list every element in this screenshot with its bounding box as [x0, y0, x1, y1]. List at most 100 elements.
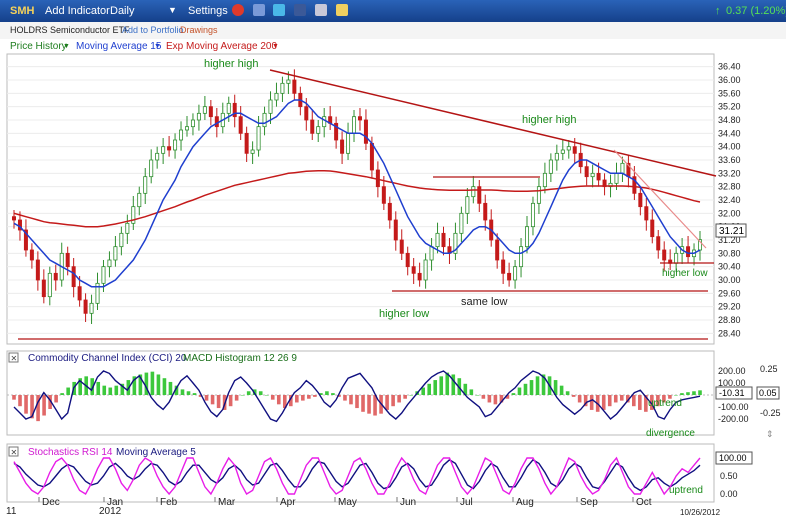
cci-title[interactable]: Commodity Channel Index (CCI) 20 [28, 353, 187, 364]
top-toolbar: SMH Add Indicator Daily ▼ Settings ↑ 0.3… [0, 0, 786, 22]
period-select[interactable]: Daily [110, 5, 135, 17]
downtrend-line[interactable] [269, 69, 717, 177]
macd-bar [433, 380, 438, 395]
rsi-title[interactable]: Stochastics RSI 14 [28, 447, 113, 458]
close-icon[interactable] [8, 446, 19, 457]
price-tick-label: 29.20 [718, 302, 741, 312]
macd-bar [295, 395, 299, 403]
macd-bar [583, 395, 588, 407]
macd-bar [246, 391, 251, 395]
candle-body [674, 252, 679, 264]
macd-bar [162, 378, 167, 395]
twitter-icon[interactable] [273, 4, 285, 16]
rsi-axis: 0.50 0.00 [720, 471, 738, 499]
candle-body [71, 266, 76, 288]
print-icon[interactable] [315, 4, 327, 16]
candle-body [149, 159, 154, 178]
macd-bar [144, 372, 149, 395]
price-tick-label: 33.20 [718, 168, 741, 178]
candle-body [584, 166, 589, 178]
candle-body [471, 186, 476, 198]
macd-bar [475, 395, 480, 396]
candle-body [316, 126, 321, 134]
short-downtrend-line[interactable] [613, 149, 707, 249]
candle-body [536, 186, 541, 204]
add-indicator-button[interactable]: Add Indicator [45, 5, 110, 17]
notes-icon[interactable] [253, 4, 265, 16]
candle-body [310, 119, 315, 134]
macd-bar [692, 391, 696, 395]
macd-bar [439, 376, 444, 395]
candle-body [632, 176, 637, 194]
candle-body [542, 172, 547, 188]
macd-bar [228, 395, 233, 407]
macd-bar [210, 395, 215, 405]
chevron-down-icon[interactable]: ▼ [154, 43, 161, 50]
macd-bar [30, 395, 34, 419]
security-name: HOLDRS Semiconductor ETF [10, 25, 130, 35]
price-tick-label: 35.20 [718, 102, 741, 112]
rsi-ma-title[interactable]: Moving Average 5 [116, 447, 196, 458]
legend-ema[interactable]: Exp Moving Average 200 [166, 41, 278, 52]
macd-bar [216, 395, 221, 409]
price-tick-label: 34.00 [718, 142, 741, 152]
chevron-down-icon[interactable]: ▼ [272, 43, 279, 50]
candle-body [656, 236, 661, 251]
macd-bar [403, 395, 407, 399]
symbol-label[interactable]: SMH [10, 5, 35, 17]
x-tick-label: Dec [42, 497, 60, 508]
drawings-link[interactable]: Drawings [180, 25, 218, 35]
macd-bar [198, 395, 203, 397]
candle-body [411, 266, 416, 274]
alarm-icon[interactable] [232, 4, 244, 16]
cci-value: -10.31 [719, 388, 745, 398]
macd-bar [319, 393, 323, 395]
candle-body [477, 186, 482, 204]
close-icon-glyph: ✕ [11, 448, 18, 457]
chevron-down-icon[interactable]: ▼ [63, 43, 70, 50]
macd-title[interactable]: MACD Histogram 12 26 9 [183, 353, 297, 364]
annotation-uptrend-1: uptrend [648, 398, 682, 409]
candle-body [357, 116, 362, 121]
candle-body [167, 146, 172, 151]
chevron-down-icon[interactable]: ▼ [168, 5, 177, 15]
candle-body [208, 106, 213, 118]
candle-body [95, 282, 100, 304]
x-tick-label: 2012 [99, 506, 122, 517]
candle-body [525, 226, 530, 248]
x-tick-label: Aug [516, 497, 534, 508]
legend-ma[interactable]: Moving Average 15 [76, 41, 162, 52]
macd-bar [523, 383, 528, 395]
add-portfolio-link[interactable]: Add to Portfolio [122, 25, 184, 35]
price-axis: 36.40 36.00 35.60 35.20 34.80 34.40 34.00 33.60… [718, 62, 741, 339]
email-icon[interactable] [336, 4, 348, 16]
price-panel [6, 53, 715, 345]
settings-button[interactable]: Settings [188, 5, 228, 17]
facebook-icon[interactable] [294, 4, 306, 16]
candle-body [226, 102, 231, 114]
annotation-higher-high-1: higher high [204, 58, 258, 70]
candle-body [483, 202, 488, 221]
candle-body [262, 112, 267, 128]
candle-body [119, 232, 124, 248]
macd-bar [481, 395, 486, 399]
macd-bar [385, 395, 389, 410]
annotation-higher-low-1: higher low [379, 308, 429, 320]
close-icon-glyph: ✕ [11, 354, 18, 363]
candle-body [423, 259, 428, 281]
candle-body [190, 119, 195, 128]
legend-price[interactable]: Price History [10, 41, 67, 52]
candle-body [83, 299, 88, 314]
close-icon[interactable] [8, 352, 19, 363]
candle-body [417, 272, 422, 281]
macd-value-tag [756, 386, 780, 400]
candlesticks [11, 69, 703, 324]
macd-bar [289, 395, 293, 407]
macd-bar [343, 395, 347, 401]
price-tick-label: 33.60 [718, 155, 741, 165]
candle-body [530, 202, 535, 228]
scroll-icon[interactable]: ⇕ [766, 429, 774, 439]
macd-bar [517, 387, 522, 395]
candle-body [441, 232, 446, 248]
